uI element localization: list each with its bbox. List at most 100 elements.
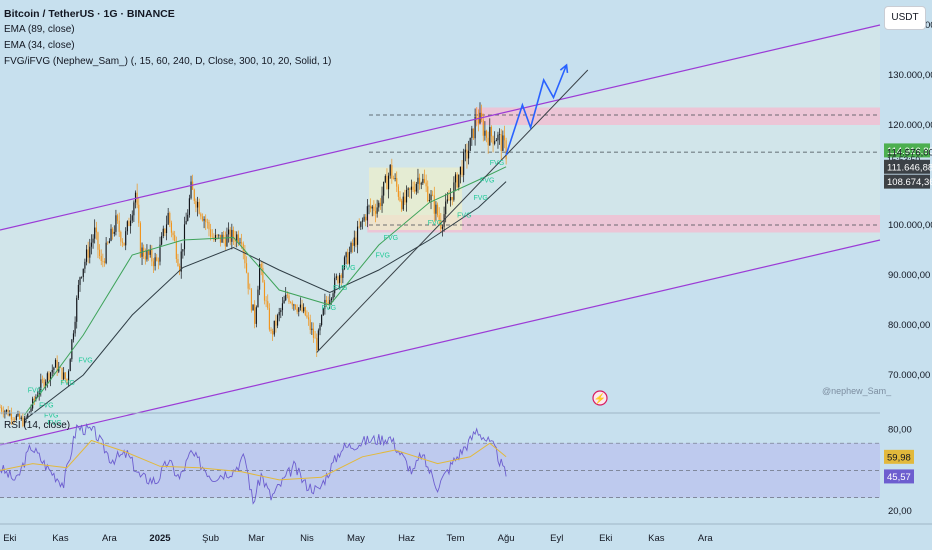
candle-body xyxy=(208,221,210,230)
alert-icon[interactable]: ⚡ xyxy=(592,390,608,406)
projection-line xyxy=(505,64,568,156)
candle-body xyxy=(126,221,128,232)
candle-body xyxy=(422,178,424,184)
candle-body xyxy=(499,134,501,135)
candle-body xyxy=(330,298,332,301)
candle-body xyxy=(415,183,417,192)
candle-body xyxy=(85,249,88,262)
candle-body xyxy=(345,252,347,258)
candle-body xyxy=(469,137,471,151)
candle-body xyxy=(285,294,287,301)
price-tag-label: 111.646,88 xyxy=(887,162,932,173)
candle-body xyxy=(257,289,259,308)
candle-body xyxy=(58,367,60,372)
candle-body xyxy=(61,367,63,380)
candle-body xyxy=(23,418,26,426)
candle-body xyxy=(476,116,478,119)
candle-body xyxy=(339,275,341,283)
candle-body xyxy=(363,216,365,221)
ema89-line xyxy=(24,181,507,421)
time-tick-label: Eyl xyxy=(550,533,563,544)
candle-body xyxy=(139,223,141,257)
candle-body xyxy=(368,205,370,207)
candle-body xyxy=(275,320,277,326)
candle-body xyxy=(48,373,50,380)
ema-lines xyxy=(24,166,507,421)
candle-body xyxy=(128,221,130,226)
candle-body xyxy=(427,186,429,201)
candle-body xyxy=(14,419,16,421)
candle-body xyxy=(64,372,66,379)
candle-body xyxy=(17,413,19,416)
candle-body xyxy=(131,215,133,221)
candle-body xyxy=(188,198,190,215)
candle-body xyxy=(200,213,202,217)
time-tick-label: Eki xyxy=(599,533,612,544)
fvg-label: FVG xyxy=(78,358,92,365)
candle-body xyxy=(451,196,453,200)
candle-body xyxy=(445,201,447,215)
candle-body xyxy=(123,242,125,246)
candle-body xyxy=(392,178,395,180)
candle-body xyxy=(239,242,241,243)
candle-body xyxy=(438,215,440,220)
legend-fvg[interactable]: FVG/iFVG (Nephew_Sam_) (, 15, 60, 240, D… xyxy=(4,56,332,67)
candle-body xyxy=(36,395,39,397)
candle-body xyxy=(472,128,475,139)
support-trendline xyxy=(316,69,589,353)
fvg-zones xyxy=(367,107,880,233)
candle-body xyxy=(69,359,71,372)
candle-body xyxy=(325,299,328,302)
channel-lines[interactable] xyxy=(0,24,881,446)
time-axis[interactable]: Eki Kas Ara 2025 Şub Mar Nis May Haz Tem Ağu Eyl Eki… xyxy=(0,523,932,544)
candle-body xyxy=(324,299,326,309)
candle-body xyxy=(252,304,254,311)
candle-body xyxy=(226,234,228,247)
currency-button[interactable]: USDT xyxy=(884,6,926,30)
candle-body xyxy=(419,177,421,185)
price-tag-bg xyxy=(884,174,930,189)
candle-body xyxy=(358,226,360,228)
symbol-title[interactable]: Bitcoin / TetherUS · 1G · BINANCE xyxy=(4,8,175,20)
candle-body xyxy=(306,315,308,318)
rsi-line xyxy=(0,422,507,505)
candle-body xyxy=(30,408,32,412)
candle-body xyxy=(505,140,507,160)
candle-body xyxy=(410,186,412,190)
candle-body xyxy=(216,234,218,236)
candle-body xyxy=(366,206,368,221)
candle-body xyxy=(125,231,127,246)
candle-body xyxy=(497,134,499,141)
legend-ema89[interactable]: EMA (89, close) xyxy=(4,24,75,35)
projection-path[interactable] xyxy=(505,63,569,156)
candle-body xyxy=(342,268,344,278)
candle-body xyxy=(174,235,176,241)
candle-body xyxy=(38,391,40,396)
candle-body xyxy=(466,149,468,159)
candle-body xyxy=(198,201,200,214)
candle-body xyxy=(448,199,450,201)
candle-body xyxy=(206,221,208,223)
candle-body xyxy=(157,260,159,262)
candle-body xyxy=(401,200,403,210)
candle-body xyxy=(396,178,398,187)
fvg-labels: FVGFVGFVGFVGFVGFVGFVGFVGFVGFVGFVGFVGFVGF… xyxy=(28,160,504,427)
time-tick-label: Eki xyxy=(3,533,16,544)
candle-body xyxy=(474,116,476,139)
fvg-label: FVG xyxy=(376,253,390,260)
candle-body xyxy=(94,227,96,239)
candle-body xyxy=(161,235,163,245)
candle-body xyxy=(90,242,92,247)
candle-body xyxy=(409,188,411,190)
fvg-label: FVG xyxy=(428,220,442,227)
candle-body xyxy=(433,195,435,214)
rsi-title[interactable]: RSI (14, close) xyxy=(4,420,71,431)
candle-body xyxy=(352,243,354,246)
candle-body xyxy=(74,321,76,334)
candle-body xyxy=(435,204,437,214)
legend-ema34[interactable]: EMA (34, close) xyxy=(4,40,75,51)
candle-body xyxy=(0,407,1,409)
candle-body xyxy=(286,294,288,296)
candle-body xyxy=(15,415,17,420)
